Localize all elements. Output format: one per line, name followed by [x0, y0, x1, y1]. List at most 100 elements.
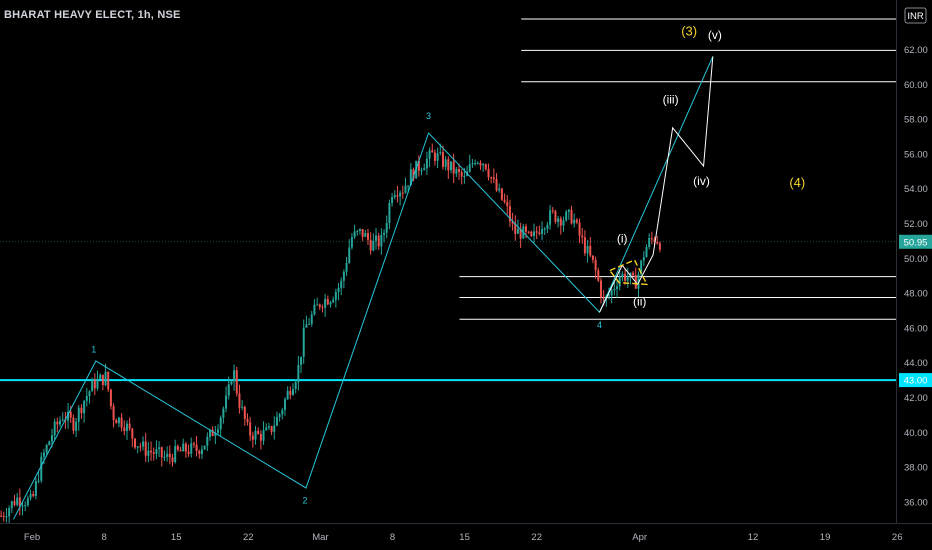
candle-body	[581, 235, 584, 238]
price-tick-label: 62.00	[904, 45, 928, 56]
price-tick-label: 40.00	[904, 428, 928, 439]
candle-body	[182, 443, 185, 452]
candle-body	[254, 430, 257, 440]
candle-body	[50, 435, 53, 442]
candle-body	[246, 419, 249, 423]
candle-body	[423, 168, 426, 171]
candle-body	[147, 450, 150, 456]
last-price-label: 50.95	[904, 237, 928, 248]
candle-body	[650, 238, 653, 240]
candle-body	[399, 192, 402, 197]
level-price-badge[interactable]	[899, 373, 932, 388]
candle-body	[420, 170, 423, 172]
candle-body	[8, 508, 11, 517]
candle-body	[265, 427, 268, 431]
candle-body	[530, 231, 533, 237]
candle-body	[557, 218, 560, 222]
candle-body	[67, 411, 70, 421]
candle-body	[570, 209, 573, 224]
candle-body	[281, 410, 284, 415]
candle-body	[208, 429, 211, 437]
candle-body	[112, 406, 115, 420]
candle-body	[516, 228, 519, 234]
candle-body	[128, 423, 131, 429]
candle-body	[597, 270, 600, 281]
candle-body	[155, 449, 158, 454]
candle-body	[72, 417, 75, 431]
candle-body	[214, 432, 217, 436]
time-tick-label: 8	[390, 532, 395, 543]
candle-body	[559, 218, 562, 226]
last-price-badge[interactable]	[899, 234, 932, 249]
candle-body	[5, 516, 8, 518]
candle-body	[447, 159, 450, 171]
candle-body	[342, 271, 345, 281]
candle-body	[310, 314, 313, 324]
candle-body	[241, 406, 244, 408]
candle-body	[468, 164, 471, 172]
price-tick-label: 48.00	[904, 289, 928, 300]
candle-body	[77, 407, 80, 422]
candle-body	[125, 423, 128, 432]
candle-body	[441, 152, 444, 167]
yellow-triangle-polygon[interactable]	[608, 259, 649, 286]
candle-body	[227, 384, 230, 396]
candle-body	[508, 206, 511, 222]
candle-body	[0, 515, 3, 517]
candle-body	[431, 150, 434, 153]
candle-body	[524, 226, 527, 232]
candle-body	[391, 197, 394, 203]
candle-body	[476, 162, 479, 164]
candle-body	[42, 452, 45, 457]
candle-body	[444, 159, 447, 167]
candle-body	[93, 380, 96, 389]
price-tick-label: 44.00	[904, 358, 928, 369]
candle-body	[69, 411, 72, 418]
price-axis[interactable]: 36.00 38.00 40.00 42.00 44.00 46.00 48.00 50.00…	[899, 45, 932, 508]
price-tick-label: 42.00	[904, 393, 928, 404]
candle-body	[259, 433, 262, 441]
candle-body	[632, 272, 635, 276]
candle-body	[533, 231, 536, 237]
candle-body	[578, 222, 581, 236]
candle-body	[492, 177, 495, 180]
candle-body	[142, 441, 145, 447]
blue-wave-polyline[interactable]	[13, 56, 714, 520]
candle-body	[198, 450, 201, 455]
price-tick-label: 58.00	[904, 115, 928, 126]
candle-body	[482, 164, 485, 166]
candle-body	[184, 443, 187, 452]
candle-body	[573, 219, 576, 224]
yellow-triangle[interactable]	[608, 259, 649, 286]
candle-body	[458, 168, 461, 173]
candle-body	[656, 241, 659, 244]
candle-body	[45, 445, 48, 453]
candle-body	[586, 245, 589, 254]
candle-body	[294, 382, 297, 390]
candle-body	[380, 234, 383, 247]
time-axis[interactable]: Feb 8 15 22 Mar 8 15 22 Apr 12 19 26	[24, 532, 903, 543]
candle-body	[645, 247, 648, 258]
candle-body	[120, 417, 123, 428]
white-wave-label: (ii)	[633, 294, 646, 308]
candle-body	[624, 273, 627, 281]
candle-body	[313, 304, 316, 315]
candle-body	[123, 427, 126, 432]
candle-body	[32, 493, 35, 496]
candle-body	[511, 221, 514, 224]
candle-body	[101, 374, 104, 386]
currency-badge[interactable]: INR	[904, 7, 927, 24]
price-tick-label: 60.00	[904, 80, 928, 91]
price-tick-label: 36.00	[904, 497, 928, 508]
candle-body	[136, 446, 139, 448]
candle-body	[490, 177, 493, 179]
blue-wave-label: 4	[597, 320, 602, 330]
blue-wave[interactable]	[13, 56, 714, 520]
candle-body	[388, 202, 391, 224]
candle-body	[83, 400, 86, 414]
candle-body	[527, 231, 530, 233]
price-tick-label: 50.00	[904, 254, 928, 265]
candle-body	[629, 272, 632, 277]
candle-body	[302, 327, 305, 357]
